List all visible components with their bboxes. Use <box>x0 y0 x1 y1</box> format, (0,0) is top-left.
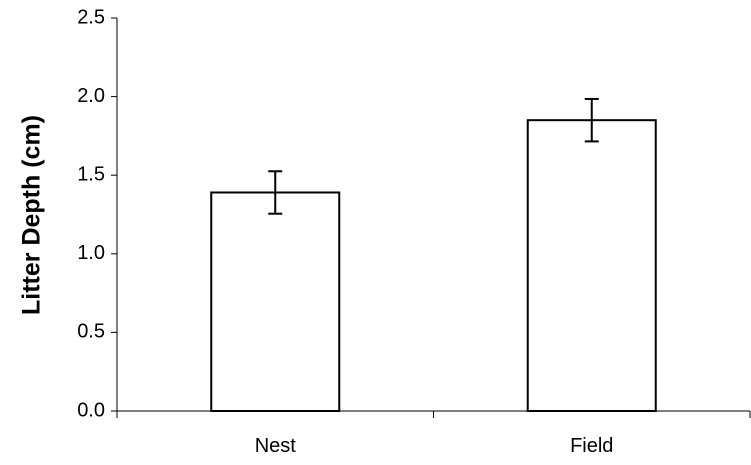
x-tick-labels: Nest Field <box>255 435 614 457</box>
bar-field <box>526 119 657 413</box>
y-tick-label: 1.5 <box>77 163 105 185</box>
y-tick-label: 1.0 <box>77 242 105 264</box>
bar-nest <box>210 191 341 412</box>
bars <box>210 119 657 413</box>
y-tick-labels: 0.0 0.5 1.0 1.5 2.0 2.5 <box>77 6 105 421</box>
error-bars <box>268 97 599 215</box>
y-tick-label: 0.5 <box>77 321 105 343</box>
x-tick-label-nest: Nest <box>255 435 297 457</box>
y-axis-title: Litter Depth (cm) <box>18 115 46 315</box>
y-tick-label: 2.0 <box>77 85 105 107</box>
y-tick-label: 2.5 <box>77 6 105 28</box>
y-tick-label: 0.0 <box>77 399 105 421</box>
x-tick-label-field: Field <box>570 435 613 457</box>
